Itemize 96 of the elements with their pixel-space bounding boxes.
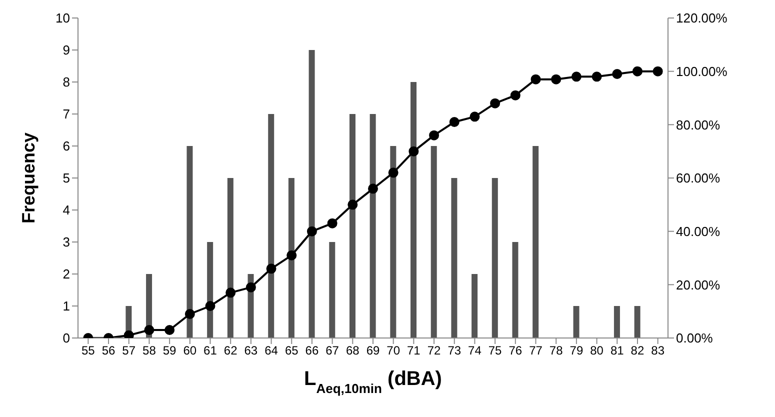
point <box>306 226 317 236</box>
x-tick-label: 76 <box>508 344 522 358</box>
x-tick-label: 59 <box>162 344 177 358</box>
y2-tick-label: 60.00% <box>676 170 721 186</box>
x-tick-label: 71 <box>407 344 421 358</box>
y-tick-label: 0 <box>62 330 70 346</box>
point <box>490 98 500 108</box>
bar <box>227 178 234 338</box>
bar <box>614 306 620 338</box>
x-tick-label: 75 <box>488 344 502 358</box>
bar <box>634 306 640 338</box>
bar <box>370 114 376 338</box>
x-tick-label: 68 <box>346 344 360 358</box>
point <box>592 72 602 82</box>
y-tick-label: 1 <box>62 298 70 314</box>
point <box>286 250 297 260</box>
x-tick-label: 64 <box>264 344 278 358</box>
point <box>652 66 663 76</box>
point <box>408 146 419 156</box>
point <box>429 130 440 140</box>
bar <box>512 242 518 338</box>
point <box>246 282 256 292</box>
point <box>327 218 338 228</box>
x-tick-label: 56 <box>102 344 116 358</box>
bar <box>186 146 193 338</box>
x-tick-label: 65 <box>284 344 299 358</box>
bar <box>430 146 437 338</box>
bar <box>268 114 274 338</box>
y-tick-label: 6 <box>62 138 70 154</box>
bar <box>390 146 396 338</box>
y-tick-label: 10 <box>56 10 70 26</box>
x-axis-title: L$_{Aeq,10min}$ (dBA) <box>304 368 442 396</box>
x-tick-label: 61 <box>204 344 218 358</box>
x-tick-label: 74 <box>468 344 482 358</box>
bar <box>329 242 336 338</box>
y-tick-label: 4 <box>62 202 70 218</box>
bar <box>349 114 356 338</box>
point <box>530 74 541 84</box>
bar <box>532 146 539 338</box>
bar <box>492 178 498 338</box>
x-tick-label: 83 <box>651 344 665 358</box>
y-tick-label: 3 <box>62 234 70 250</box>
y-tick-label: 7 <box>62 106 70 122</box>
bar <box>308 50 315 338</box>
point <box>164 325 175 335</box>
bar <box>472 274 478 338</box>
x-tick-label: 78 <box>549 344 564 358</box>
x-tick-label: 57 <box>122 344 136 358</box>
point <box>348 200 358 210</box>
y-tick-label: 2 <box>62 266 70 282</box>
x-tick-label: 80 <box>590 344 604 358</box>
x-tick-label: 60 <box>183 344 197 358</box>
bar <box>288 178 294 338</box>
y-tick-label: 8 <box>62 74 70 90</box>
point <box>184 309 195 319</box>
x-tick-label: 63 <box>244 344 258 358</box>
point <box>124 330 134 338</box>
point <box>571 72 582 82</box>
x-tick-label: 77 <box>529 344 543 358</box>
x-tick-label: 79 <box>570 344 584 358</box>
y2-tick-label: 40.00% <box>676 224 721 239</box>
point <box>470 112 480 122</box>
bar <box>207 242 214 338</box>
point <box>368 184 378 194</box>
point <box>144 325 154 335</box>
bar <box>573 306 580 338</box>
x-tick-label: 62 <box>224 344 238 358</box>
point <box>632 66 642 76</box>
y2-tick-label: 20.00% <box>676 277 721 292</box>
point <box>226 288 236 298</box>
x-tick-label: 72 <box>427 344 442 358</box>
x-tick-label: 69 <box>366 344 380 358</box>
y2-tick-label: 100.00% <box>676 64 728 79</box>
bar <box>410 82 417 338</box>
y2-tick-label: 80.00% <box>676 117 721 132</box>
y-tick-label: 9 <box>62 42 70 58</box>
point <box>551 74 562 84</box>
y2-tick-label: 0.00% <box>676 330 714 346</box>
point <box>449 117 460 127</box>
x-tick-label: 55 <box>81 344 96 358</box>
y-axis-title: Frequency <box>18 132 38 224</box>
x-tick-label: 58 <box>142 344 156 358</box>
x-tick-label: 82 <box>630 344 644 358</box>
point <box>612 69 622 79</box>
x-tick-label: 73 <box>448 344 462 358</box>
x-tick-label: 70 <box>386 344 400 358</box>
point <box>510 90 520 100</box>
point <box>266 264 276 274</box>
y-tick-label: 5 <box>62 170 70 186</box>
y2-tick-label: 120.00% <box>676 10 728 26</box>
point <box>388 168 398 178</box>
x-tick-label: 66 <box>305 344 319 358</box>
x-tick-label: 67 <box>326 344 340 358</box>
bar <box>451 178 458 338</box>
point <box>205 301 216 311</box>
x-tick-label: 81 <box>610 344 624 358</box>
